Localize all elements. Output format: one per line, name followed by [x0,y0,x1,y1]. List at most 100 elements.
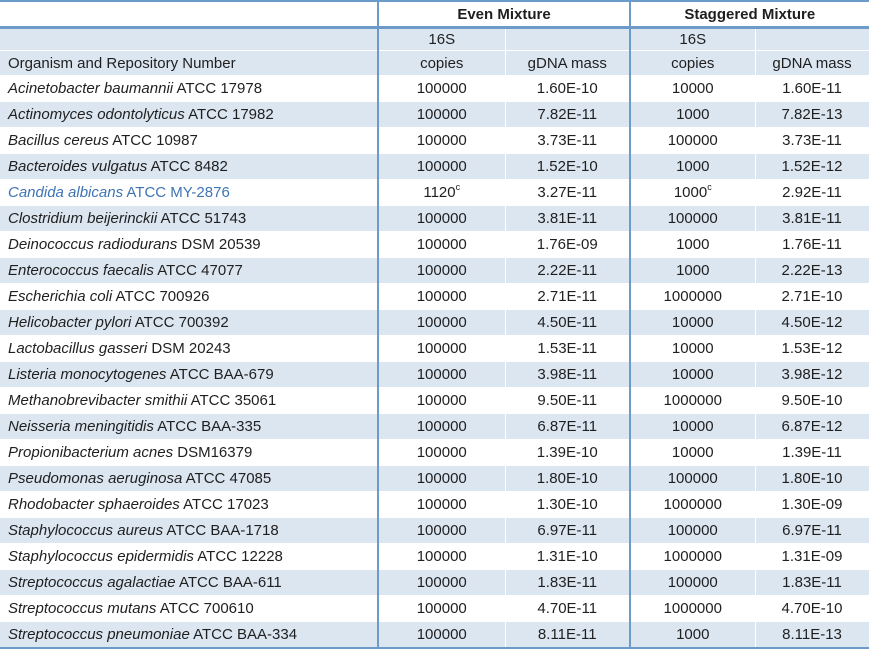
staggered-gdna-cell: 2.71E-10 [755,283,869,310]
table-row: Neisseria meningitidis ATCC BAA-335 1000… [0,413,869,440]
even-copies-cell: 100000 [377,283,506,310]
organism-name: Staphylococcus aureus [8,522,164,539]
group-header-spacer [0,0,379,29]
even-16s-spacer [505,27,631,51]
table-row: Pseudomonas aeruginosa ATCC 47085 100000… [0,465,869,492]
staggered-copies-value: 100000 [667,132,718,149]
staggered-copies-value: 1000 [676,262,710,279]
even-copies-value: 100000 [416,340,467,357]
organism-repo: ATCC 47077 [153,262,243,279]
organism-cell: Staphylococcus aureus ATCC BAA-1718 [0,517,379,544]
organism-cell: Rhodobacter sphaeroides ATCC 17023 [0,491,379,518]
even-copies-cell: 100000 [377,413,506,440]
even-copies-cell: 100000 [377,101,506,128]
organism-cell: Enterococcus faecalis ATCC 47077 [0,257,379,284]
staggered-gdna-cell: 4.70E-10 [755,595,869,622]
organism-name: Deinococcus radiodurans [8,236,178,253]
organism-name: Methanobrevibacter smithii [8,392,188,409]
even-copies-cell: 100000 [377,569,506,596]
even-copies-cell: 100000 [377,543,506,570]
even-copies-cell: 1120c [377,179,506,206]
even-copies-value: 100000 [416,106,467,123]
even-gdna-cell: 1.30E-10 [505,491,631,518]
even-copies-cell: 100000 [377,595,506,622]
organism-repo: ATCC 17982 [184,106,274,123]
organism-name: Listeria monocytogenes [8,366,167,383]
staggered-gdna-cell: 4.50E-12 [755,309,869,336]
even-copies-cell: 100000 [377,231,506,258]
organism-cell: Helicobacter pylori ATCC 700392 [0,309,379,336]
staggered-copies-cell: 10000 [629,75,756,102]
staggered-copies-cell: 1000000 [629,543,756,570]
staggered-gdna-cell: 1.53E-12 [755,335,869,362]
staggered-copies-value: 1000 [676,158,710,175]
table-row: Methanobrevibacter smithii ATCC 35061 10… [0,387,869,414]
staggered-gdna-cell: 1.52E-12 [755,153,869,180]
organism-name: Bacteroides vulgatus [8,158,148,175]
staggered-copies-value: 100000 [667,210,718,227]
even-copies-cell: 100000 [377,491,506,518]
staggered-16s-label: 16S [629,27,756,51]
table-row: Streptococcus mutans ATCC 700610 100000 … [0,595,869,622]
staggered-copies-cell: 100000 [629,465,756,492]
even-gdna-cell: 9.50E-11 [505,387,631,414]
organism-cell: Lactobacillus gasseri DSM 20243 [0,335,379,362]
table-row: Propionibacterium acnes DSM16379 100000 … [0,439,869,466]
even-copies-value: 100000 [416,600,467,617]
staggered-gdna-cell: 1.60E-11 [755,75,869,102]
staggered-copies-cell: 10000 [629,413,756,440]
staggered-gdna-cell: 6.97E-11 [755,517,869,544]
staggered-gdna-cell: 1.76E-11 [755,231,869,258]
table-row: Lactobacillus gasseri DSM 20243 100000 1… [0,335,869,362]
even-gdna-cell: 1.53E-11 [505,335,631,362]
even-gdna-cell: 1.83E-11 [505,569,631,596]
staggered-copies-value: 1000000 [663,600,722,617]
staggered-gdna-header: gDNA mass [755,50,869,76]
organism-repo: ATCC BAA-679 [166,366,274,383]
organism-name: Pseudomonas aeruginosa [8,470,183,487]
staggered-copies-cell: 1000c [629,179,756,206]
even-gdna-cell: 6.87E-11 [505,413,631,440]
staggered-copies-value: 1000 [673,184,708,201]
table-row: Streptococcus agalactiae ATCC BAA-611 10… [0,569,869,596]
staggered-copies-cell: 1000 [629,231,756,258]
staggered-copies-cell: 1000000 [629,491,756,518]
staggered-gdna-cell: 9.50E-10 [755,387,869,414]
organism-repo: ATCC 47085 [182,470,272,487]
table-body: Acinetobacter baumannii ATCC 17978 10000… [0,75,869,649]
even-gdna-cell: 1.76E-09 [505,231,631,258]
organism-cell: Streptococcus pneumoniae ATCC BAA-334 [0,621,379,649]
organism-cell: Acinetobacter baumannii ATCC 17978 [0,75,379,102]
table-row: Deinococcus radiodurans DSM 20539 100000… [0,231,869,258]
table-row: Clostridium beijerinckii ATCC 51743 1000… [0,205,869,232]
staggered-gdna-cell: 7.82E-13 [755,101,869,128]
even-copies-value: 100000 [416,392,467,409]
organism-repo: DSM 20539 [177,236,261,253]
even-gdna-cell: 2.71E-11 [505,283,631,310]
staggered-copies-value: 1000000 [663,392,722,409]
staggered-copies-cell: 100000 [629,569,756,596]
organism-repo: ATCC 8482 [147,158,228,175]
even-copies-cell: 100000 [377,153,506,180]
staggered-copies-cell: 10000 [629,439,756,466]
even-copies-header: copies [377,50,506,76]
table-row: Candida albicans ATCC MY-2876 1120c 3.27… [0,179,869,206]
staggered-gdna-cell: 3.73E-11 [755,127,869,154]
even-copies-value: 100000 [416,236,467,253]
staggered-copies-cell: 1000 [629,257,756,284]
staggered-copies-cell: 100000 [629,205,756,232]
organism-repo: ATCC 17978 [173,80,263,97]
organism-repo: ATCC BAA-1718 [163,522,279,539]
table-header: Even Mixture Staggered Mixture 16S 16S O… [0,0,869,76]
even-16s-label: 16S [377,27,506,51]
organism-column-header: Organism and Repository Number [0,50,379,76]
even-copies-cell: 100000 [377,257,506,284]
staggered-copies-value: 10000 [671,340,714,357]
staggered-copies-value: 10000 [671,80,714,97]
organism-repo: DSM 20243 [147,340,231,357]
organism-name: Enterococcus faecalis [8,262,154,279]
table-row: Escherichia coli ATCC 700926 100000 2.71… [0,283,869,310]
even-copies-cell: 100000 [377,361,506,388]
even-gdna-cell: 3.98E-11 [505,361,631,388]
even-copies-value: 100000 [416,210,467,227]
